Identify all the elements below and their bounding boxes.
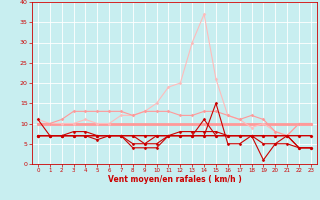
- X-axis label: Vent moyen/en rafales ( km/h ): Vent moyen/en rafales ( km/h ): [108, 175, 241, 184]
